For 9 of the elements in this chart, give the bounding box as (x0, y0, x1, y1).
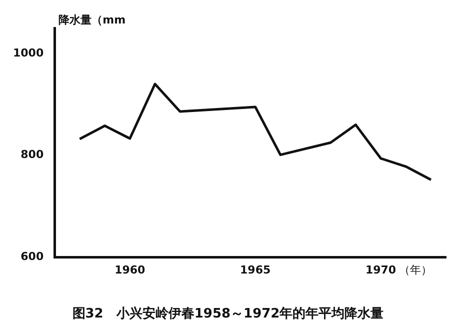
x-axis-title: （年） (398, 264, 432, 277)
text: 图32 小兴安岭伊春1958～1972年的年平均降水量 (72, 306, 384, 322)
y-tick-label: 1000 (12, 46, 44, 60)
x-tick-label: 1960 (114, 264, 146, 277)
y-tick-label: 800 (20, 148, 44, 162)
x-tick-label: 1965 (240, 264, 271, 277)
y-axis-title: 降水量（mm (58, 13, 126, 26)
x-tick-label: 1970 (365, 264, 396, 277)
y-tick-label: 600 (20, 250, 44, 264)
